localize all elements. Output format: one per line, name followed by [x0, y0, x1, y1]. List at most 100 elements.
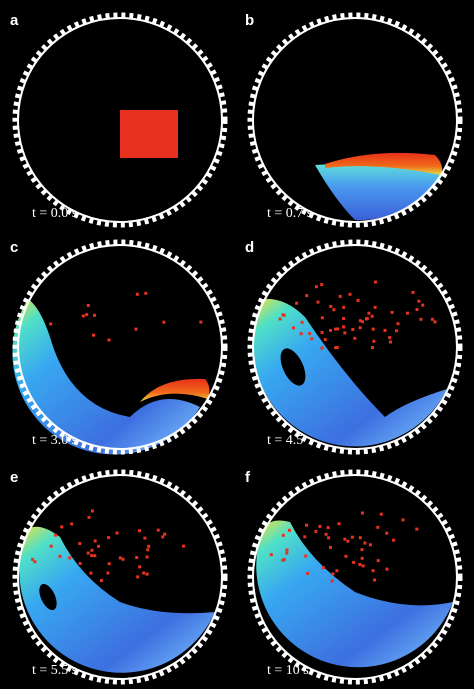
container-teeth	[247, 469, 463, 685]
particle	[338, 294, 342, 298]
particle	[326, 526, 330, 530]
particle	[70, 522, 74, 526]
particle	[281, 558, 285, 562]
particle	[60, 525, 64, 529]
particle	[323, 338, 327, 342]
particle	[389, 340, 392, 344]
particle	[161, 535, 165, 539]
particle	[299, 332, 303, 336]
panel	[12, 469, 228, 685]
particle	[87, 515, 91, 519]
particle	[401, 518, 405, 522]
particle	[86, 551, 90, 555]
particle	[107, 536, 111, 540]
particle	[360, 556, 364, 560]
fluid-dome	[325, 152, 443, 175]
particle	[78, 562, 82, 565]
particle	[137, 529, 141, 533]
particle	[285, 548, 289, 552]
particle	[89, 571, 93, 575]
particle	[417, 299, 421, 303]
particle	[106, 571, 110, 575]
particle	[342, 325, 346, 329]
particle	[370, 314, 374, 318]
time-label: t = 0.0 s	[32, 206, 77, 221]
particle	[107, 562, 111, 566]
particle	[118, 556, 122, 560]
particle	[144, 291, 148, 295]
particle	[334, 327, 338, 331]
particle	[365, 316, 369, 320]
particle	[395, 329, 399, 333]
particle	[405, 311, 409, 315]
particle	[308, 332, 312, 336]
time-label: t = 3.0 s	[32, 433, 77, 448]
particle	[350, 535, 354, 539]
particle	[93, 313, 96, 317]
particle	[147, 544, 151, 548]
particle	[346, 539, 350, 543]
particle	[78, 542, 82, 545]
fluid-pool	[315, 163, 443, 221]
particle	[85, 313, 89, 317]
particle	[145, 555, 149, 559]
fluid-body	[19, 526, 215, 673]
panel-label: e	[10, 469, 18, 486]
container-rim	[17, 17, 223, 223]
fluid-wave	[140, 378, 210, 402]
void	[39, 583, 57, 611]
fluid-block	[120, 110, 178, 158]
particle	[330, 579, 334, 583]
particle	[92, 333, 95, 337]
particle	[90, 548, 94, 552]
particle	[93, 554, 97, 558]
particle	[269, 553, 273, 557]
particle	[390, 310, 394, 314]
particle	[358, 536, 362, 540]
particle	[360, 548, 364, 552]
particle	[58, 554, 62, 558]
particle	[81, 314, 85, 318]
particle	[121, 557, 125, 561]
time-label: t = 4.5	[267, 433, 303, 448]
particle	[281, 533, 285, 537]
particle	[156, 528, 160, 532]
particle	[282, 558, 286, 561]
particle	[344, 554, 348, 558]
particle	[278, 317, 282, 321]
particle	[295, 301, 299, 305]
particle	[318, 524, 322, 528]
particle	[372, 339, 376, 343]
particle	[285, 551, 289, 555]
particle	[322, 566, 325, 570]
panel-label: a	[10, 12, 19, 29]
particle	[288, 528, 291, 532]
particle	[143, 536, 147, 540]
fluid-body	[252, 298, 448, 447]
particle	[99, 579, 103, 583]
particle	[305, 294, 309, 298]
panel	[12, 12, 228, 228]
particle	[373, 305, 377, 309]
particle	[136, 575, 140, 579]
particle	[331, 572, 335, 576]
panel	[12, 239, 228, 455]
particle	[54, 533, 57, 537]
particle	[358, 319, 362, 323]
particle	[138, 565, 142, 569]
particle	[49, 322, 53, 326]
container-rim	[252, 17, 458, 223]
particle	[361, 564, 365, 568]
particle	[182, 544, 186, 548]
container-teeth	[247, 239, 463, 455]
container-rim	[17, 474, 223, 680]
particle	[93, 539, 97, 543]
particle	[335, 346, 339, 349]
void	[280, 348, 306, 386]
container-rim	[17, 244, 223, 450]
particle	[356, 299, 360, 302]
panel	[247, 239, 463, 455]
particle	[49, 544, 53, 548]
